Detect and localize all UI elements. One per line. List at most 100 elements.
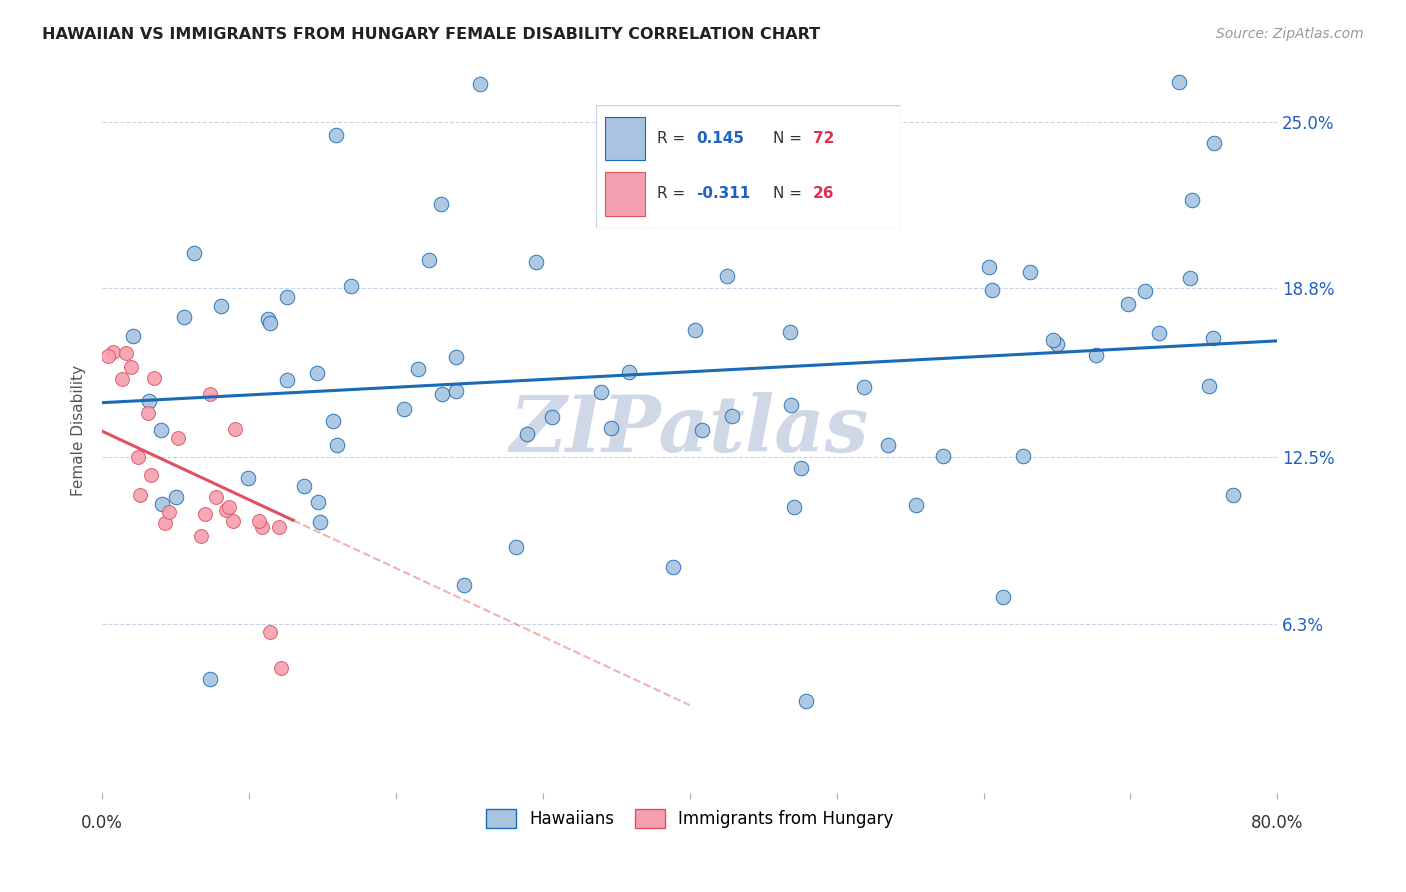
Point — [115, 346, 138, 360]
Point — [408, 362, 430, 376]
Point — [152, 497, 174, 511]
Point — [326, 438, 349, 452]
Point — [1222, 488, 1244, 502]
Point — [1198, 379, 1220, 393]
Point — [780, 398, 803, 412]
Point — [142, 371, 165, 385]
Point — [444, 350, 467, 364]
Point — [1046, 337, 1069, 351]
Point — [453, 578, 475, 592]
Text: HAWAIIAN VS IMMIGRANTS FROM HUNGARY FEMALE DISABILITY CORRELATION CHART: HAWAIIAN VS IMMIGRANTS FROM HUNGARY FEMA… — [42, 27, 820, 42]
Point — [194, 508, 217, 522]
Point — [155, 516, 177, 530]
Point — [111, 372, 134, 386]
Point — [599, 421, 621, 435]
Point — [1133, 285, 1156, 299]
Point — [157, 505, 180, 519]
Point — [136, 406, 159, 420]
Point — [980, 284, 1002, 298]
Point — [129, 488, 152, 502]
Point — [773, 169, 796, 183]
Point — [276, 290, 298, 304]
Point — [183, 246, 205, 260]
Point — [392, 401, 415, 416]
Point — [790, 461, 813, 475]
Point — [696, 169, 718, 184]
Point — [257, 312, 280, 326]
Point — [1178, 270, 1201, 285]
Text: Source: ZipAtlas.com: Source: ZipAtlas.com — [1216, 27, 1364, 41]
Point — [877, 437, 900, 451]
Point — [173, 310, 195, 324]
Point — [259, 624, 281, 639]
Point — [690, 423, 713, 437]
Point — [247, 514, 270, 528]
Point — [932, 449, 955, 463]
Point — [200, 672, 222, 686]
Point — [198, 387, 221, 401]
Point — [1202, 331, 1225, 345]
Point — [1084, 347, 1107, 361]
Point — [783, 500, 806, 515]
Point — [418, 252, 440, 267]
Point — [276, 373, 298, 387]
Point — [852, 380, 875, 394]
Point — [309, 516, 332, 530]
Point — [617, 365, 640, 379]
Point — [307, 495, 329, 509]
Point — [716, 268, 738, 283]
Point — [541, 410, 564, 425]
Point — [250, 520, 273, 534]
Text: 0.0%: 0.0% — [82, 814, 124, 832]
Point — [993, 590, 1015, 604]
Point — [218, 500, 240, 514]
Point — [904, 498, 927, 512]
Point — [1168, 75, 1191, 89]
Point — [340, 279, 363, 293]
Point — [794, 694, 817, 708]
Point — [165, 491, 187, 505]
Point — [138, 393, 160, 408]
Text: 80.0%: 80.0% — [1251, 814, 1303, 832]
Point — [1011, 449, 1033, 463]
Point — [190, 529, 212, 543]
Point — [322, 414, 344, 428]
Point — [325, 128, 347, 143]
Point — [221, 514, 243, 528]
Point — [430, 387, 453, 401]
Point — [259, 316, 281, 330]
Point — [238, 471, 260, 485]
Point — [1202, 136, 1225, 150]
Point — [97, 349, 120, 363]
Point — [224, 421, 246, 435]
Point — [209, 299, 232, 313]
Point — [101, 344, 124, 359]
Point — [721, 409, 744, 424]
Point — [1116, 297, 1139, 311]
Point — [662, 560, 685, 574]
Point — [468, 77, 491, 91]
Y-axis label: Female Disability: Female Disability — [72, 365, 86, 496]
Point — [524, 254, 547, 268]
Point — [1018, 265, 1040, 279]
Point — [1042, 333, 1064, 347]
Point — [591, 384, 613, 399]
Point — [305, 366, 328, 380]
Point — [139, 468, 162, 483]
Point — [977, 260, 1000, 275]
Point — [150, 423, 173, 437]
Text: ZIPatlas: ZIPatlas — [510, 392, 869, 469]
Point — [430, 197, 453, 211]
Point — [270, 661, 292, 675]
Point — [505, 541, 527, 555]
Point — [1147, 326, 1170, 340]
Point — [120, 359, 142, 374]
Point — [516, 427, 538, 442]
Point — [446, 384, 468, 398]
Point — [292, 478, 315, 492]
Point — [167, 431, 190, 445]
Point — [267, 519, 290, 533]
Point — [122, 329, 145, 343]
Point — [127, 450, 149, 464]
Point — [779, 326, 801, 340]
